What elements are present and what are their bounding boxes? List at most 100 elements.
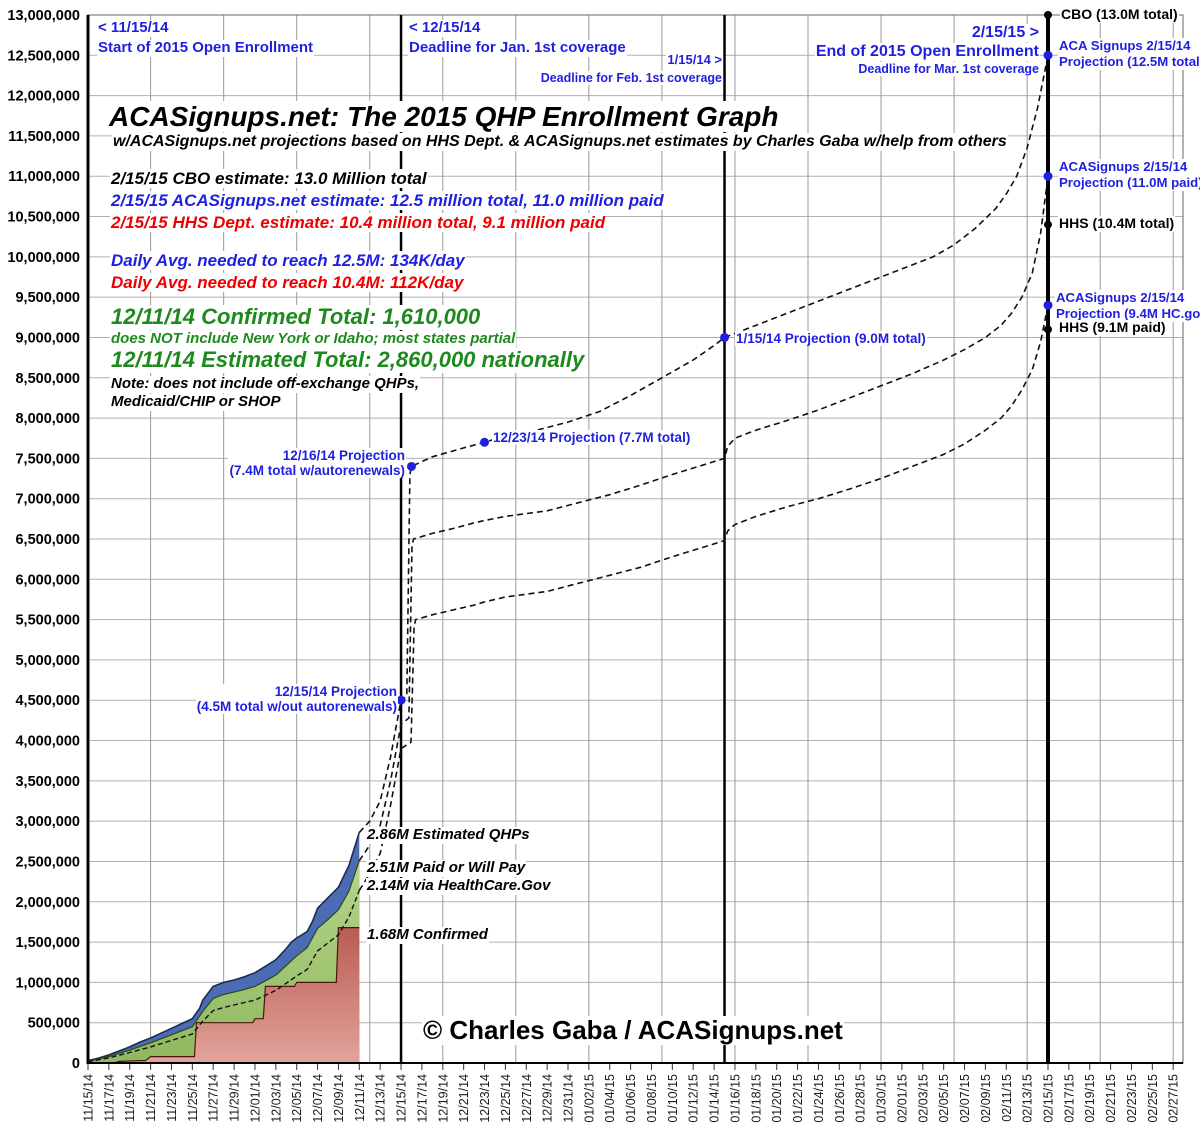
svg-text:12,000,000: 12,000,000 [7,89,80,105]
confirmed-total: 12/11/14 Confirmed Total: 1,610,000 [110,304,482,330]
end-label: End of 2015 Open Enrollment [814,43,1040,61]
svg-text:2,000,000: 2,000,000 [15,895,80,911]
svg-text:12/09/14: 12/09/14 [332,1074,346,1123]
svg-text:10,500,000: 10,500,000 [7,210,80,226]
svg-text:02/09/15: 02/09/15 [979,1074,993,1123]
svg-text:11/29/14: 11/29/14 [228,1074,242,1122]
svg-text:02/23/15: 02/23/15 [1125,1074,1139,1123]
aca-total-point-label: ACA Signups 2/15/14 Projection (12.5M to… [1058,38,1200,70]
svg-text:1,000,000: 1,000,000 [15,975,80,991]
projection-label-1215-line1: 12/15/14 Projection [274,684,397,699]
svg-text:12/21/14: 12/21/14 [457,1074,471,1123]
x-axis-labels: 11/15/14 11/17/14 11/19/14 11/21/14 11/23/14… [82,1063,1181,1123]
jan-deadline-date: < 12/15/14 [408,19,482,37]
stacked-areas [87,832,361,1064]
svg-text:12/11/14: 12/11/14 [353,1074,367,1122]
svg-text:11/15/14: 11/15/14 [82,1074,96,1122]
svg-text:02/17/15: 02/17/15 [1062,1074,1076,1123]
svg-text:10,000,000: 10,000,000 [7,250,80,266]
y-axis-labels: 13,000,000 12,500,000 12,000,000 11,500,000… [7,8,80,1072]
aca-hcgov-point-label: ACASignups 2/15/14 Projection (9.4M HC.g… [1055,290,1200,322]
hhs-total-point-label: HHS (10.4M total) [1058,215,1176,232]
aca-total-line1: ACA Signups 2/15/14 [1059,38,1191,53]
hhs-estimate: 2/15/15 HHS Dept. estimate: 10.4 million… [110,213,607,233]
daily-avg-125: Daily Avg. needed to reach 12.5M: 134K/d… [110,251,466,271]
aca-hcgov-line1: ACASignups 2/15/14 [1056,290,1185,305]
svg-text:2,500,000: 2,500,000 [15,854,80,870]
projection-label-1215-line2: (4.5M total w/out autorenewals) [196,699,397,714]
aca-estimate: 2/15/15 ACASignups.net estimate: 12.5 mi… [110,191,665,211]
area-label-estimated: 2.86M Estimated QHPs [366,826,531,844]
svg-text:1,500,000: 1,500,000 [15,935,80,951]
jan15-marker: 1/15/14 > [666,52,723,68]
aca-paid-point-label: ACASignups 2/15/14 Projection (11.0M pai… [1058,159,1200,191]
svg-text:11/17/14: 11/17/14 [102,1074,116,1122]
svg-text:4,500,000: 4,500,000 [15,693,80,709]
svg-text:9,000,000: 9,000,000 [15,330,80,346]
svg-text:12,500,000: 12,500,000 [7,48,80,64]
svg-text:7,500,000: 7,500,000 [15,451,80,467]
svg-text:12/27/14: 12/27/14 [520,1074,534,1123]
svg-text:13,000,000: 13,000,000 [7,8,80,24]
svg-text:01/02/15: 01/02/15 [582,1074,596,1123]
svg-text:12/25/14: 12/25/14 [499,1074,513,1123]
svg-text:500,000: 500,000 [28,1016,80,1032]
aca-paid-line1: ACASignups 2/15/14 [1059,159,1188,174]
svg-text:5,000,000: 5,000,000 [15,653,80,669]
svg-text:5,500,000: 5,500,000 [15,613,80,629]
svg-text:12/03/14: 12/03/14 [269,1074,283,1123]
svg-text:9,500,000: 9,500,000 [15,290,80,306]
svg-text:11/23/14: 11/23/14 [165,1074,179,1122]
svg-text:4,000,000: 4,000,000 [15,734,80,750]
svg-text:12/19/14: 12/19/14 [436,1074,450,1123]
svg-text:12/17/14: 12/17/14 [415,1074,429,1123]
svg-text:02/13/15: 02/13/15 [1021,1074,1035,1123]
svg-text:11/25/14: 11/25/14 [186,1074,200,1122]
svg-text:02/27/15: 02/27/15 [1167,1074,1181,1123]
aca-total-line2: Projection (12.5M total) [1059,54,1200,69]
mar-deadline-label: Deadline for Mar. 1st coverage [857,62,1040,76]
confirmed-note: does NOT include New York or Idaho; most… [110,330,517,348]
open-start-label: Start of 2015 Open Enrollment [97,39,315,57]
projection-label-1216-line1: 12/16/14 Projection [282,448,405,463]
svg-text:12/05/14: 12/05/14 [290,1074,304,1123]
svg-text:11/19/14: 11/19/14 [123,1074,137,1122]
area-label-paid: 2.51M Paid or Will Pay [366,859,527,877]
svg-text:02/05/15: 02/05/15 [937,1074,951,1123]
svg-text:6,500,000: 6,500,000 [15,532,80,548]
svg-text:01/14/15: 01/14/15 [708,1074,722,1123]
svg-text:02/25/15: 02/25/15 [1146,1074,1160,1123]
svg-text:12/07/14: 12/07/14 [311,1074,325,1123]
area-label-hcgov: 2.14M via HealthCare.Gov [366,877,552,895]
svg-text:02/11/15: 02/11/15 [1000,1074,1014,1122]
cbo-point-label: CBO (13.0M total) [1060,6,1179,23]
chart-title: ACASignups.net: The 2015 QHP Enrollment … [108,101,780,133]
svg-text:01/12/15: 01/12/15 [687,1074,701,1123]
note-line1: Note: does not include off-exchange QHPs… [110,375,421,393]
jan-deadline-label: Deadline for Jan. 1st coverage [408,39,627,57]
svg-text:12/29/14: 12/29/14 [541,1074,555,1123]
svg-text:01/10/15: 01/10/15 [666,1074,680,1123]
projection-label-1223: 12/23/14 Projection (7.7M total) [492,430,692,446]
svg-text:3,000,000: 3,000,000 [15,814,80,830]
area-label-confirmed: 1.68M Confirmed [366,926,489,944]
end-date: 2/15/15 > [970,24,1040,42]
svg-text:8,500,000: 8,500,000 [15,371,80,387]
projection-label-0115: 1/15/14 Projection (9.0M total) [735,331,927,347]
copyright: © Charles Gaba / ACASignups.net [422,1015,844,1046]
svg-text:01/24/15: 01/24/15 [812,1074,826,1123]
svg-text:12/01/14: 12/01/14 [248,1074,262,1123]
svg-text:02/19/15: 02/19/15 [1083,1074,1097,1123]
svg-text:8,000,000: 8,000,000 [15,411,80,427]
svg-text:01/04/15: 01/04/15 [603,1074,617,1123]
aca-paid-line2: Projection (11.0M paid) [1059,175,1200,190]
svg-text:01/22/15: 01/22/15 [791,1074,805,1123]
projection-label-1216: 12/16/14 Projection (7.4M total w/autore… [228,448,406,478]
cbo-estimate: 2/15/15 CBO estimate: 13.0 Million total [110,169,428,189]
open-start-date: < 11/15/14 [97,19,170,37]
svg-text:7,000,000: 7,000,000 [15,492,80,508]
svg-text:02/21/15: 02/21/15 [1104,1074,1118,1123]
svg-text:02/03/15: 02/03/15 [916,1074,930,1123]
svg-text:0: 0 [72,1056,80,1072]
